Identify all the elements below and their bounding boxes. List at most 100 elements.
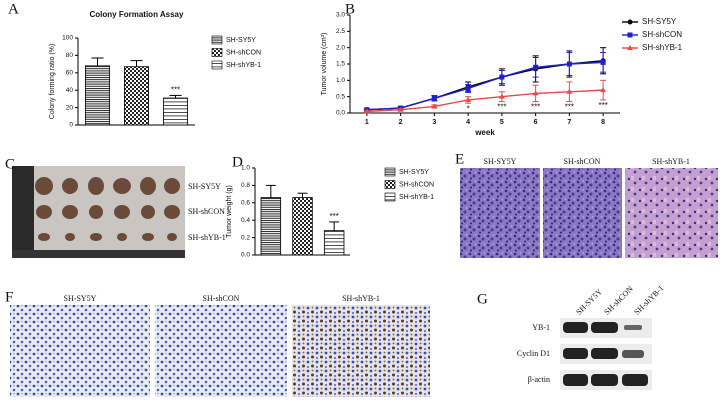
- legend-swatch: [211, 48, 223, 57]
- bar: [292, 197, 313, 256]
- marker: [627, 32, 633, 38]
- lane-label: SH-shCON: [602, 284, 635, 317]
- x-axis-label: week: [474, 128, 495, 137]
- histology-image: [543, 168, 622, 258]
- bar: [163, 97, 188, 126]
- legend-label: SH-SY5Y: [399, 169, 429, 176]
- legend-label: SH-SY5Y: [642, 17, 677, 26]
- marker: [600, 87, 607, 93]
- y-axis-label: Tumor volume (cm³): [321, 33, 328, 96]
- image-label: SH-shYB-1: [342, 294, 380, 303]
- x-tick-label: 7: [567, 119, 571, 126]
- y-tick-label: 60: [66, 70, 74, 77]
- y-tick-label: 1.0: [241, 165, 250, 172]
- legend-label: SH-SY5Y: [226, 37, 256, 44]
- marker: [627, 45, 633, 50]
- x-tick-label: 2: [399, 119, 403, 126]
- legend-label: SH-shCON: [226, 49, 261, 56]
- x-tick-label: 4: [466, 119, 470, 126]
- y-tick-label: 100: [62, 35, 73, 42]
- y-tick-label: 20: [66, 104, 74, 111]
- histology-image: [625, 168, 718, 258]
- panel-letter: G: [477, 291, 488, 307]
- ihc-image: [155, 305, 287, 397]
- image-label: SH-SY5Y: [64, 294, 97, 303]
- panel-letter: E: [455, 151, 464, 167]
- western-blot: [560, 318, 652, 390]
- y-tick-label: 0.5: [336, 93, 345, 100]
- row-label: YB-1: [532, 323, 550, 332]
- histology-image: [460, 168, 540, 258]
- legend-label: SH-shYB-1: [642, 43, 683, 52]
- legend-swatch: [384, 167, 396, 177]
- significance: ***: [497, 103, 506, 112]
- marker: [465, 86, 471, 91]
- image-label: SH-shCON: [564, 157, 601, 166]
- marker: [627, 19, 633, 25]
- marker: [431, 95, 437, 101]
- lane-label: SH-shYB-1: [632, 284, 665, 317]
- significance: ***: [565, 103, 574, 112]
- photo-label: SH-SY5Y: [188, 182, 221, 191]
- y-axis-label: Colony forming ratio (%): [49, 44, 56, 119]
- chart-title: Colony Formation Assay: [90, 10, 184, 19]
- y-tick-label: 2.5: [336, 28, 345, 35]
- legend-label: SH-shCON: [399, 181, 434, 188]
- y-tick-label: 3.0: [336, 12, 345, 19]
- marker: [499, 74, 505, 80]
- line: [366, 89, 604, 113]
- line: [366, 61, 604, 111]
- y-tick-label: 0.6: [241, 200, 250, 207]
- marker: [498, 93, 505, 99]
- x-tick-label: 8: [601, 119, 605, 126]
- tumor-photo: [12, 166, 185, 258]
- legend-swatch: [211, 35, 223, 45]
- legend-swatch: [211, 60, 223, 70]
- photo-label: SH-shCON: [188, 207, 225, 216]
- ihc-image: [292, 305, 430, 397]
- y-tick-label: 2.0: [336, 44, 345, 51]
- significance: ***: [329, 212, 338, 221]
- marker: [363, 108, 370, 114]
- marker: [533, 64, 539, 70]
- panel-letter: A: [8, 1, 19, 17]
- row-label: Cyclin D1: [517, 349, 550, 358]
- marker: [566, 61, 572, 67]
- x-tick-label: 6: [534, 119, 538, 126]
- legend-label: SH-shYB-1: [226, 62, 261, 69]
- photo-label: SH-shYB-1: [188, 233, 226, 242]
- legend-swatch: [384, 192, 396, 202]
- marker: [431, 103, 438, 109]
- y-tick-label: 0.0: [336, 110, 345, 117]
- bar: [124, 66, 149, 126]
- panel-letter: D: [232, 154, 243, 170]
- marker: [532, 90, 539, 96]
- marker: [600, 59, 606, 65]
- x-tick-label: 5: [500, 119, 504, 126]
- significance: ***: [598, 101, 607, 110]
- y-tick-label: 1.5: [336, 61, 345, 68]
- marker: [566, 88, 573, 94]
- significance: ***: [171, 86, 180, 95]
- ihc-image: [10, 305, 150, 397]
- y-tick-label: 0.4: [241, 217, 250, 224]
- legend-label: SH-shYB-1: [399, 194, 434, 201]
- marker: [397, 106, 404, 112]
- y-tick-label: 0.8: [241, 182, 250, 189]
- y-tick-label: 0: [69, 122, 73, 129]
- legend-label: SH-shCON: [642, 30, 682, 39]
- y-tick-label: 1.0: [336, 77, 345, 84]
- x-tick-label: 3: [432, 119, 436, 126]
- y-tick-label: 80: [66, 52, 74, 59]
- y-tick-label: 40: [66, 87, 74, 94]
- bar: [323, 230, 345, 256]
- y-tick-label: 0.0: [241, 252, 250, 259]
- image-label: SH-shYB-1: [652, 157, 690, 166]
- significance: ***: [531, 103, 540, 112]
- panel-letter: C: [5, 156, 15, 172]
- significance: *: [467, 104, 470, 113]
- bar: [260, 197, 282, 256]
- marker: [465, 96, 472, 102]
- y-tick-label: 0.2: [241, 234, 250, 241]
